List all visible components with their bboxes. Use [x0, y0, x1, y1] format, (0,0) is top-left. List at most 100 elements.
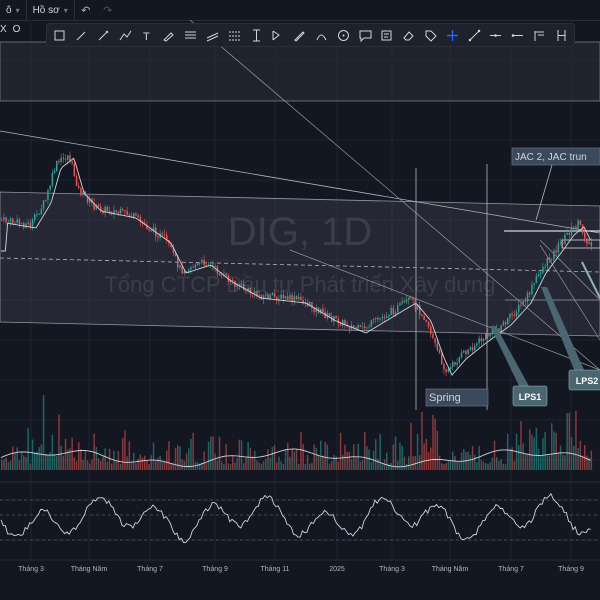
ohlc-prefix: O	[12, 24, 21, 35]
crosshair-icon[interactable]	[441, 25, 463, 45]
volume-bar	[144, 455, 146, 470]
path-icon[interactable]	[114, 25, 136, 45]
volume-bar	[111, 463, 113, 470]
eraser-icon[interactable]	[398, 25, 420, 45]
text-icon[interactable]: T	[136, 25, 158, 45]
candle-body	[513, 314, 516, 317]
parallel-channel-icon[interactable]	[202, 25, 224, 45]
price-chart[interactable]: DIG, 1D Tổng CTCP Đầu tư Phát triển Xây …	[0, 20, 600, 600]
volume-bar	[14, 453, 16, 470]
volume-bar	[20, 452, 23, 470]
upper-rectangle-zone	[0, 41, 600, 102]
speech-bubble-icon[interactable]	[354, 25, 376, 45]
highlighter-icon[interactable]	[158, 25, 180, 45]
fib-channel-icon[interactable]	[180, 25, 202, 45]
volume-bar	[152, 442, 155, 470]
volume-bar	[53, 454, 56, 470]
undo-icon[interactable]: ↶	[81, 4, 91, 17]
candle-body	[254, 291, 256, 294]
volume-bar	[436, 430, 439, 470]
volume-bars	[1, 395, 593, 470]
volume-bar	[434, 418, 436, 470]
candle-body	[447, 369, 450, 372]
regression-icon[interactable]	[223, 25, 245, 45]
volume-bar	[97, 458, 100, 470]
brush-icon[interactable]	[71, 25, 93, 45]
horizontal-line-icon[interactable]	[485, 25, 507, 45]
volume-bar	[36, 451, 38, 470]
candle-body	[86, 195, 89, 203]
close-glyph[interactable]: X	[0, 24, 7, 35]
text-cursor-icon[interactable]	[245, 25, 267, 45]
volume-bar	[260, 463, 263, 470]
candle-body	[161, 233, 164, 235]
volume-bar	[474, 454, 476, 470]
wedge-line	[539, 244, 600, 341]
candle-body	[573, 226, 575, 228]
volume-bar	[324, 441, 326, 470]
candle-body	[386, 316, 388, 319]
tag-icon[interactable]	[420, 25, 442, 45]
candle-body	[388, 315, 390, 317]
candle-body	[166, 235, 168, 240]
candle-body	[183, 271, 186, 274]
candle-body	[139, 217, 142, 222]
candle-body	[300, 296, 302, 300]
rectangle-select-icon[interactable]	[49, 25, 71, 45]
circle-icon[interactable]	[332, 25, 354, 45]
volume-bar	[491, 457, 494, 470]
volume-bar	[300, 432, 302, 470]
candle-body	[588, 242, 590, 244]
volume-bar	[531, 434, 533, 470]
candle-body	[370, 320, 373, 327]
redo-icon[interactable]: ↷	[103, 4, 113, 17]
pencil-icon[interactable]	[289, 25, 311, 45]
candle-body	[82, 191, 84, 195]
candle-body	[89, 198, 91, 203]
jac-label-box	[511, 147, 600, 166]
candle-body	[60, 157, 62, 163]
volume-bar	[16, 447, 18, 470]
lps1-label: LPS1	[519, 392, 542, 402]
candle-body	[456, 362, 458, 366]
volume-bar	[573, 445, 575, 470]
volume-bar	[364, 431, 366, 470]
candle-body	[12, 218, 14, 224]
volume-bar	[128, 441, 131, 470]
arc-icon[interactable]	[311, 25, 333, 45]
volume-bar	[163, 461, 166, 470]
note-icon[interactable]	[376, 25, 398, 45]
volume-bar	[227, 463, 230, 470]
symbol-menu-stub[interactable]: ô ▾	[0, 0, 27, 20]
candle-body	[135, 213, 137, 216]
vertical-bracket-icon[interactable]	[550, 25, 572, 45]
candle-body	[104, 206, 106, 214]
profile-menu[interactable]: Hồ sơ ▾	[27, 0, 75, 20]
pitchfork-icon[interactable]	[529, 25, 551, 45]
volume-bar	[247, 442, 249, 470]
volume-bar	[122, 438, 124, 470]
candle-body	[221, 274, 223, 276]
ray-icon[interactable]	[507, 25, 529, 45]
volume-bar	[289, 456, 291, 470]
volume-bar	[551, 423, 553, 470]
long-position-icon[interactable]	[267, 25, 289, 45]
spring-label: Spring	[429, 392, 461, 404]
candle-body	[177, 256, 179, 268]
lps2-label-box	[568, 369, 600, 391]
volume-bar	[258, 462, 260, 470]
volume-bar	[89, 463, 91, 470]
trendline-icon[interactable]	[463, 25, 485, 45]
candle-body	[245, 289, 247, 291]
candle-body	[188, 269, 190, 272]
candle-body	[34, 214, 36, 220]
volume-bar	[251, 455, 254, 470]
volume-bar	[67, 449, 69, 470]
volume-bar	[18, 460, 21, 470]
volume-bar	[588, 457, 590, 470]
time-axis-label: Tháng 7	[498, 566, 524, 573]
candle-body	[192, 267, 194, 269]
volume-bar	[273, 445, 276, 470]
pen-icon[interactable]	[93, 25, 115, 45]
volume-bar	[485, 462, 487, 470]
